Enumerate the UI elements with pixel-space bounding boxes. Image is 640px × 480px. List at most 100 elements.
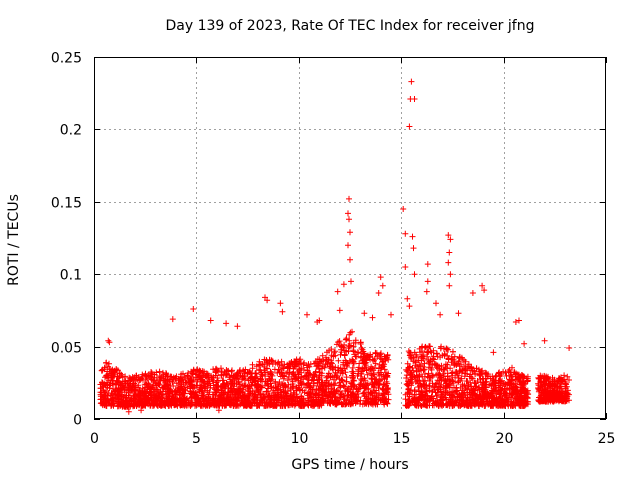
data-point xyxy=(516,317,522,324)
data-point xyxy=(557,397,564,404)
data-point xyxy=(449,369,456,376)
data-point xyxy=(297,356,304,363)
data-point xyxy=(268,369,275,376)
data-point xyxy=(433,300,439,307)
data-point xyxy=(125,392,132,399)
data-point xyxy=(335,357,342,364)
data-point xyxy=(362,398,369,405)
data-point xyxy=(427,348,434,355)
data-point xyxy=(409,365,416,371)
data-point xyxy=(439,393,446,399)
data-point xyxy=(234,323,241,330)
y-tick-label: 0.25 xyxy=(51,51,82,67)
data-point xyxy=(299,387,306,394)
data-point xyxy=(357,339,364,346)
data-point xyxy=(241,394,248,401)
data-point xyxy=(405,378,411,385)
data-point xyxy=(106,360,112,367)
data-point xyxy=(298,393,305,400)
data-point xyxy=(215,407,222,414)
data-point xyxy=(566,345,573,351)
data-point xyxy=(424,261,431,268)
data-point xyxy=(246,388,253,395)
data-point xyxy=(196,373,203,380)
data-point xyxy=(209,396,216,403)
data-point xyxy=(187,390,194,397)
data-point xyxy=(486,382,493,388)
data-point xyxy=(198,387,205,394)
data-point xyxy=(354,390,360,397)
data-point xyxy=(495,370,502,377)
data-point xyxy=(262,373,269,380)
data-point xyxy=(410,367,417,374)
data-point xyxy=(200,379,207,385)
data-point xyxy=(245,393,252,400)
data-point xyxy=(342,369,349,376)
data-point xyxy=(317,369,323,376)
data-point xyxy=(226,389,233,396)
data-point xyxy=(416,361,423,368)
data-point xyxy=(384,352,391,359)
data-point xyxy=(492,373,499,380)
data-point xyxy=(520,398,527,405)
data-point xyxy=(110,397,117,404)
data-point xyxy=(285,373,292,380)
data-point xyxy=(296,361,303,368)
data-point xyxy=(440,395,447,402)
data-point xyxy=(425,364,432,371)
data-point xyxy=(354,372,361,379)
data-point xyxy=(264,297,271,304)
y-tick-label: 0 xyxy=(73,413,82,429)
data-point xyxy=(325,370,332,377)
data-point xyxy=(263,389,270,395)
data-point xyxy=(138,407,145,414)
data-point xyxy=(553,385,560,392)
data-point xyxy=(451,402,458,408)
data-point xyxy=(121,378,128,384)
data-point xyxy=(270,393,277,400)
data-point xyxy=(194,367,201,374)
data-point xyxy=(228,380,235,387)
data-point xyxy=(378,350,384,357)
data-point xyxy=(164,400,171,407)
data-point xyxy=(104,379,111,386)
data-point xyxy=(180,390,187,397)
data-point xyxy=(280,400,287,407)
data-point xyxy=(371,379,378,386)
data-point xyxy=(432,389,439,396)
data-point xyxy=(322,361,329,368)
data-point xyxy=(108,390,115,397)
data-point xyxy=(490,395,497,401)
data-point xyxy=(228,402,235,408)
data-point xyxy=(106,339,113,346)
data-point xyxy=(329,392,336,399)
data-point xyxy=(266,375,273,382)
data-point xyxy=(476,371,483,378)
data-point xyxy=(318,379,325,386)
data-point xyxy=(367,390,374,397)
data-point xyxy=(459,367,466,374)
data-point xyxy=(445,259,452,266)
data-point xyxy=(248,381,255,388)
data-point xyxy=(406,303,413,310)
data-point xyxy=(385,396,392,403)
data-point xyxy=(228,368,235,375)
data-point xyxy=(287,360,294,367)
data-point xyxy=(336,307,343,314)
data-point xyxy=(312,392,319,399)
data-point xyxy=(142,402,149,409)
data-point xyxy=(104,393,111,400)
data-point xyxy=(301,401,308,408)
data-point xyxy=(166,386,173,393)
data-point xyxy=(434,377,441,384)
data-point xyxy=(187,383,194,390)
data-points xyxy=(97,78,573,415)
data-point xyxy=(257,384,264,391)
data-point xyxy=(455,310,462,317)
data-point xyxy=(472,380,479,387)
data-point xyxy=(357,370,364,377)
data-point xyxy=(280,389,287,396)
data-point xyxy=(549,398,556,405)
data-point xyxy=(432,381,439,388)
data-point xyxy=(375,396,382,403)
